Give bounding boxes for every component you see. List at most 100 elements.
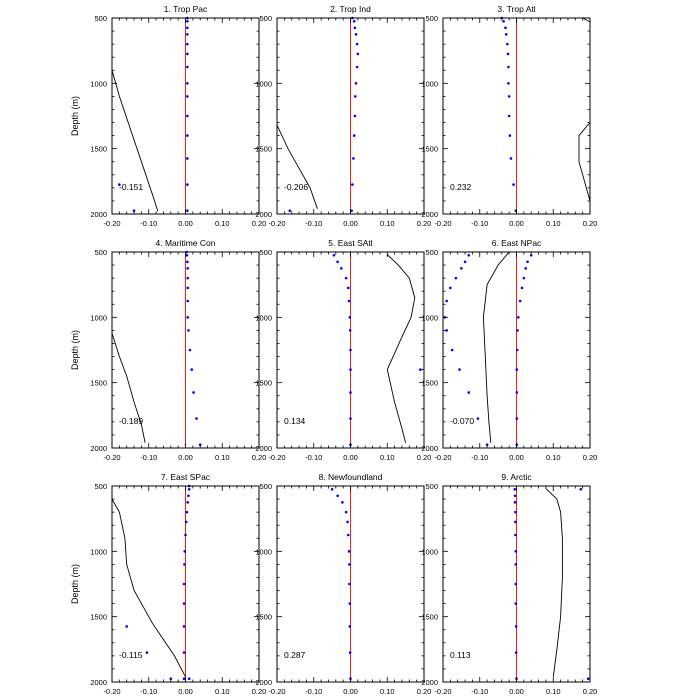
x-tick-label: 0.20 (583, 453, 598, 462)
y-axis-label: Depth (m) (70, 96, 80, 136)
data-point (186, 134, 189, 137)
data-point (186, 26, 189, 30)
data-point (186, 82, 189, 85)
data-point (507, 82, 510, 85)
panel-title: 5. East SAtl (328, 238, 373, 248)
y-tick-label: 2000 (421, 678, 438, 687)
data-point (355, 42, 359, 46)
data-point (352, 157, 355, 160)
data-point (515, 391, 519, 394)
data-point (341, 501, 344, 504)
data-point (514, 651, 518, 654)
x-tick-label: -0.10 (471, 453, 488, 462)
data-point (186, 157, 189, 160)
panel-title: 4. Maritime Con (156, 238, 216, 248)
y-tick-label: 2000 (255, 444, 272, 453)
data-point (354, 82, 358, 85)
data-point (445, 329, 448, 332)
y-tick-label: 1500 (421, 379, 438, 388)
panel-2: 2. Trop Ind -0.20 -0.10 0.00 0.10 0.20 500 1000… (255, 4, 431, 228)
y-tick-label: 500 (94, 248, 107, 257)
profile-line (111, 498, 186, 678)
data-point (348, 316, 352, 319)
x-tick-label: -0.10 (140, 453, 157, 462)
data-point (454, 276, 458, 280)
data-point (513, 501, 517, 504)
y-tick-label: 1000 (90, 313, 107, 322)
x-tick-label: 0.00 (343, 219, 358, 228)
data-point (348, 329, 352, 332)
data-point (346, 286, 350, 290)
y-tick-label: 1500 (255, 145, 272, 154)
data-point (349, 417, 352, 420)
data-point (507, 114, 511, 118)
data-point (186, 95, 189, 98)
y-tick-label: 1000 (255, 79, 272, 88)
data-point (349, 348, 352, 352)
profile-line (111, 70, 159, 212)
data-point (186, 501, 190, 504)
data-point (145, 651, 149, 654)
data-point (186, 52, 189, 56)
y-tick-label: 1500 (255, 613, 272, 622)
data-point (463, 260, 467, 264)
data-point (330, 487, 334, 491)
data-point (344, 276, 348, 280)
data-point (513, 487, 516, 491)
y-tick-label: 1000 (421, 79, 438, 88)
data-point (352, 19, 356, 23)
y-tick-label: 2000 (255, 210, 272, 219)
y-axis-label: Depth (m) (70, 564, 80, 604)
data-point (515, 417, 519, 420)
data-point (506, 42, 509, 46)
data-point (132, 209, 136, 213)
data-point (504, 26, 507, 30)
data-point (529, 253, 533, 257)
profile-line (545, 488, 563, 677)
data-point (514, 563, 518, 566)
panel-9: 9. Arctic -0.20 -0.10 0.00 0.10 0.20 500 1000 15… (421, 472, 597, 696)
data-point (186, 316, 190, 319)
y-tick-label: 1000 (421, 313, 438, 322)
panel-annotation: 0.232 (450, 182, 472, 192)
x-tick-label: -0.10 (140, 219, 157, 228)
data-point (353, 26, 357, 30)
data-point (186, 209, 189, 213)
y-tick-label: 500 (94, 482, 107, 491)
data-point (514, 602, 518, 605)
data-point (520, 286, 524, 290)
data-point (187, 494, 190, 498)
panel-title: 3. Trop Atl (497, 4, 535, 14)
data-point (186, 65, 189, 69)
panel-5: 5. East SAtl -0.20 -0.10 0.00 0.10 0.20 500 100… (255, 238, 431, 462)
data-point (182, 582, 186, 586)
y-tick-label: 500 (425, 14, 438, 23)
data-point (169, 677, 173, 681)
data-point (586, 677, 590, 681)
x-tick-label: 0.10 (215, 687, 230, 696)
data-point (187, 677, 191, 681)
data-point (445, 299, 448, 303)
data-point (186, 42, 189, 46)
data-point (509, 157, 513, 160)
panel-8: 8. Newfoundland -0.20 -0.10 0.00 0.10 0.20 500… (255, 472, 431, 696)
y-tick-label: 1500 (90, 379, 107, 388)
profile-line (578, 122, 591, 202)
data-point (182, 625, 186, 628)
y-tick-label: 1500 (90, 145, 107, 154)
x-tick-label: 0.10 (380, 219, 395, 228)
y-tick-label: 500 (259, 482, 272, 491)
data-point (187, 329, 190, 332)
y-tick-label: 2000 (255, 678, 272, 687)
data-point (118, 183, 121, 186)
data-point (460, 267, 463, 270)
data-point (512, 183, 515, 186)
profile-line (582, 17, 591, 23)
panel-title: 7. East SPac (161, 472, 211, 482)
data-point (186, 260, 189, 264)
data-point (186, 276, 190, 280)
panel-annotation: 0.113 (450, 650, 471, 660)
y-tick-label: 2000 (90, 678, 107, 687)
data-point (186, 33, 189, 36)
y-tick-label: 1500 (255, 379, 272, 388)
